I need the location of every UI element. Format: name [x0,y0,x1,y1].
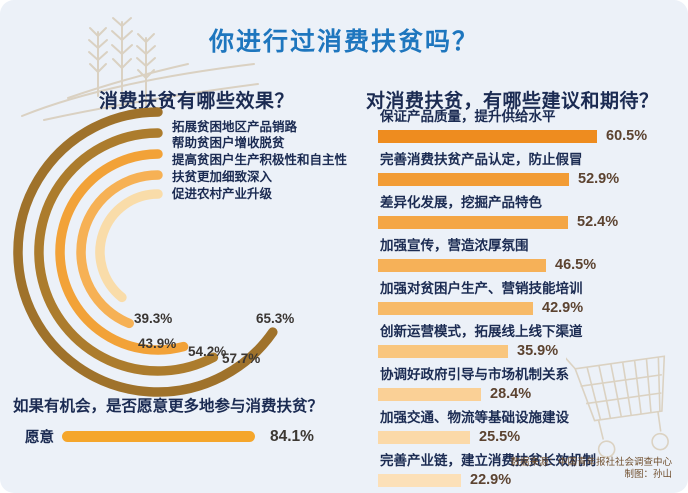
bar-row: 加强宣传，营造浓厚氛围 46.5% [378,239,684,273]
willingness-question: 如果有机会，是否愿意更多地参与消费扶贫？ [13,398,324,415]
arc-category-label: 促进农村产业升级 [172,187,273,201]
bar-row: 加强交通、物流等基础设施建设 25.5% [378,411,684,445]
bar [378,430,470,444]
bar-line: 60.5% [378,128,684,144]
arc-ring [13,107,278,397]
bar-value-label: 22.9% [470,472,512,488]
arc-ring [95,189,163,303]
bar-value-label: 46.5% [555,257,597,273]
arc-ring [55,149,189,355]
arc-category-label: 帮助贫困户增收脱贫 [172,136,285,150]
arc-category-label: 扶贫更加细致深入 [172,170,273,184]
bar [378,473,461,487]
bar-label: 创新运营模式，拓展线上线下渠道 [380,324,583,339]
arc-value-label: 43.9% [138,336,177,351]
bar-label: 加强宣传，营造浓厚氛围 [380,238,529,253]
bar-label: 加强交通、物流等基础设施建设 [380,410,569,425]
arc-value-label: 65.3% [256,311,295,326]
bar-row: 加强对贫困户生产、营销技能培训 42.9% [378,282,684,316]
bar-line: 25.5% [378,429,684,445]
bar-label: 协调好政府引导与市场机制关系 [380,367,569,382]
bar-line: 22.9% [378,472,684,488]
bar-value-label: 52.4% [577,214,619,230]
willingness-row: 愿意 84.1% [13,426,363,447]
bar-label: 保证产品质量，提升供给水平 [380,109,556,124]
arc-ring [76,170,163,329]
bar-label: 差异化发展，挖掘产品特色 [380,195,542,210]
bar-line: 52.4% [378,214,684,230]
effects-chart-title: 消费扶贫有哪些效果？ [99,91,295,112]
bar-value-label: 28.4% [490,386,532,402]
chart-credit: 制图：孙山 [624,469,672,480]
bar-row: 差异化发展，挖掘产品特色 52.4% [378,196,684,230]
bar-value-label: 35.9% [517,343,559,359]
bar-value-label: 25.5% [479,429,521,445]
bar-line: 52.9% [378,171,684,187]
willingness-category-label: 愿意 [25,430,54,446]
arc-category-label: 提高贫困户生产积极性和自主性 [172,153,348,167]
bar-line: 28.4% [378,386,684,402]
bar-row: 协调好政府引导与市场机制关系 28.4% [378,368,684,402]
bar-row: 创新运营模式，拓展线上线下渠道 35.9% [378,325,684,359]
bar-label: 完善消费扶贫产品认定，防止假冒 [380,152,583,167]
bar [378,387,481,401]
bar-row: 完善消费扶贫产品认定，防止假冒 52.9% [378,153,684,187]
bar-line: 46.5% [378,257,684,273]
arc-value-label: 39.3% [134,311,173,326]
suggestions-bar-chart: 保证产品质量，提升供给水平 60.5% 完善消费扶贫产品认定，防止假冒 52.9% 差异… [378,110,684,493]
bar-label: 完善产业链，建立消费扶贫长效机制 [380,453,596,468]
bar-line: 42.9% [378,300,684,316]
bar [378,344,508,358]
willingness-value-label: 84.1% [270,427,314,445]
bar-row: 保证产品质量，提升供给水平 60.5% [378,110,684,144]
effects-arcs [13,107,278,397]
willingness-chart: 如果有机会，是否愿意更多地参与消费扶贫？ 愿意 84.1% [13,394,363,447]
arc-value-label: 54.2% [188,344,227,359]
bar-value-label: 60.5% [606,128,648,144]
bar [378,172,569,186]
arc-ring [34,128,219,376]
bar-value-label: 52.9% [578,171,620,187]
footer-credits: 数据来源：中国青年报社社会调查中心 制图：孙山 [510,457,672,481]
bar [378,129,597,143]
effects-radial-chart: 拓展贫困地区产品销路 帮助贫困户增收脱贫提高贫困户生产积极性和自主性 扶贫更加细致深… [8,106,353,406]
arc-value-label: 57.7% [222,351,261,366]
bar [378,258,546,272]
bar [378,215,568,229]
page-title: 你进行过消费扶贫吗？ [208,28,479,56]
bar [378,301,533,315]
suggestions-chart-title: 对消费扶贫，有哪些建议和期待？ [366,91,659,112]
arc-category-label: 拓展贫困地区产品销路 [172,120,298,134]
data-source: 数据来源：中国青年报社社会调查中心 [510,457,672,468]
bar-value-label: 42.9% [542,300,584,316]
bar-label: 加强对贫困户生产、营销技能培训 [380,281,583,296]
willingness-bar [62,431,255,442]
bar-row: 完善产业链，建立消费扶贫长效机制 22.9% [378,454,684,488]
bar-line: 35.9% [378,343,684,359]
